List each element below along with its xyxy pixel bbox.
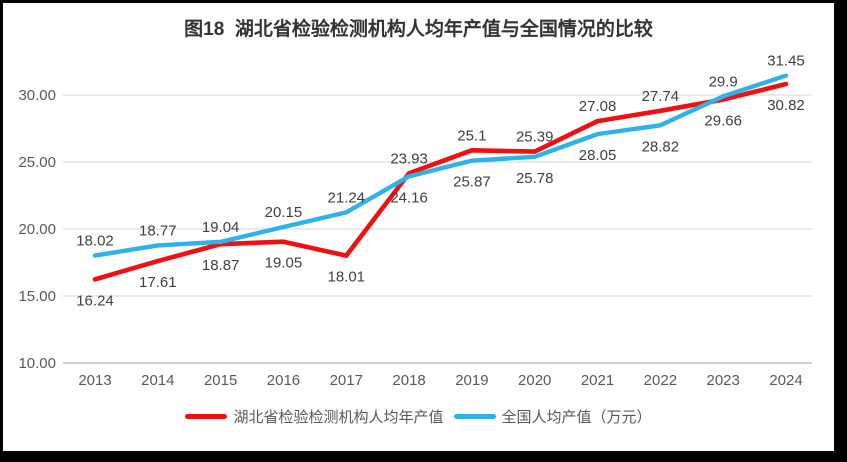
data-label-hubei: 16.24 [76, 292, 114, 309]
hubei-line-swatch [185, 414, 228, 419]
data-label-national: 19.04 [202, 219, 240, 236]
y-axis-tick-label: 15.00 [18, 288, 56, 305]
x-axis-tick-label: 2018 [392, 372, 425, 389]
y-axis-tick-label: 20.00 [18, 221, 56, 238]
data-label-hubei: 19.05 [265, 255, 303, 272]
data-label-hubei: 17.61 [139, 274, 177, 291]
data-label-national: 18.02 [76, 233, 114, 250]
data-label-hubei: 18.01 [327, 269, 365, 286]
x-axis-tick-label: 2015 [204, 372, 237, 389]
series-line-national [92, 73, 789, 258]
x-axis-tick-label: 2023 [706, 372, 739, 389]
x-axis-tick-label: 2016 [267, 372, 300, 389]
legend: 湖北省检验检测机构人均年产值 全国人均产值（万元） [3, 406, 834, 427]
x-axis-tick-label: 2020 [518, 372, 551, 389]
x-axis-tick-label: 2019 [455, 372, 488, 389]
data-label-national: 21.24 [327, 189, 365, 206]
x-axis-tick-label: 2022 [644, 372, 677, 389]
legend-item-national: 全国人均产值（万元） [453, 406, 652, 427]
legend-item-hubei: 湖北省检验检测机构人均年产值 [185, 406, 444, 427]
data-label-hubei: 28.82 [642, 138, 680, 155]
data-label-hubei: 29.66 [704, 113, 742, 130]
series-line-hubei [92, 81, 789, 282]
data-label-hubei: 30.82 [767, 97, 805, 114]
data-label-national: 25.1 [457, 127, 486, 144]
data-label-hubei: 28.05 [579, 147, 617, 164]
x-axis-tick-label: 2021 [581, 372, 614, 389]
national-line-swatch [453, 414, 496, 419]
legend-label-hubei: 湖北省检验检测机构人均年产值 [233, 409, 444, 426]
y-axis-tick-label: 10.00 [18, 355, 56, 372]
data-label-national: 18.77 [139, 222, 177, 239]
x-axis-tick-label: 2024 [769, 372, 802, 389]
y-axis-tick-label: 25.00 [18, 154, 56, 171]
data-label-hubei: 24.16 [390, 189, 428, 206]
data-label-hubei: 25.87 [453, 174, 491, 191]
data-label-hubei: 18.87 [202, 257, 240, 274]
plot-area: 10.00 15.00 20.00 25.00 30.00 2013 2014 2015 201… [18, 53, 812, 389]
data-label-hubei: 25.78 [516, 170, 554, 187]
legend-label-national: 全国人均产值（万元） [501, 409, 652, 426]
x-axis-tick-label: 2014 [141, 372, 174, 389]
x-axis-tick-label: 2017 [330, 372, 363, 389]
data-label-national: 23.93 [390, 150, 428, 167]
data-label-national: 27.08 [579, 98, 617, 115]
y-axis-tick-label: 30.00 [18, 87, 56, 104]
data-label-national: 31.45 [767, 53, 805, 70]
chart-title: 图18 湖北省检验检测机构人均年产值与全国情况的比较 [184, 19, 653, 40]
data-label-national: 29.9 [709, 73, 738, 90]
data-label-national: 20.15 [265, 204, 303, 221]
data-label-national: 27.74 [642, 88, 680, 105]
data-label-national: 25.39 [516, 129, 554, 146]
x-axis-tick-label: 2013 [78, 372, 111, 389]
